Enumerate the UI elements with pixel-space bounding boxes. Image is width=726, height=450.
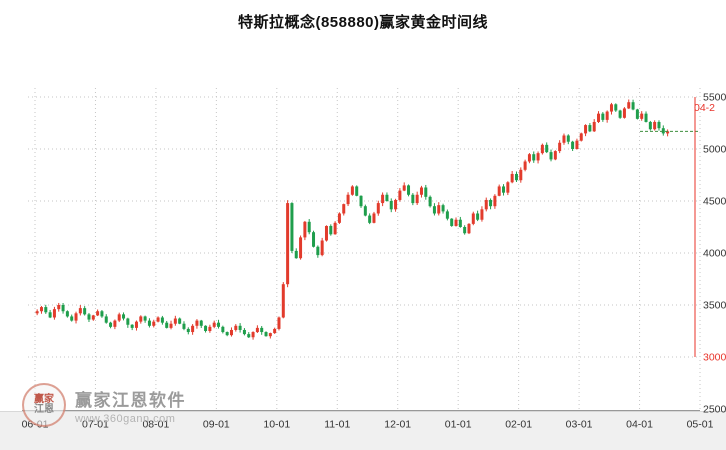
svg-text:4500: 4500 — [703, 196, 726, 208]
svg-text:5500: 5500 — [703, 92, 726, 104]
watermark-brand: 赢家江恩软件 — [75, 390, 186, 410]
watermark-url: www.360gann.com — [75, 412, 176, 425]
svg-text:4000: 4000 — [703, 248, 726, 260]
svg-text:08-01: 08-01 — [142, 419, 169, 431]
svg-text:02-01: 02-01 — [505, 419, 532, 431]
svg-text:05-01: 05-01 — [687, 419, 714, 431]
svg-text:03-01: 03-01 — [566, 419, 593, 431]
svg-text:09-01: 09-01 — [203, 419, 230, 431]
x-axis-strip — [0, 411, 726, 450]
svg-text:3000: 3000 — [703, 352, 726, 364]
svg-text:3500: 3500 — [703, 300, 726, 312]
svg-text:2500: 2500 — [703, 404, 726, 416]
logo-text-bottom: 江恩 — [34, 404, 54, 415]
watermark-text: 赢家江恩软件 www.360gann.com — [75, 386, 186, 425]
watermark: 赢家 江恩 赢家江恩软件 www.360gann.com — [22, 383, 186, 427]
svg-text:5000: 5000 — [703, 144, 726, 156]
logo-text-top: 赢家 — [34, 393, 54, 405]
page-title: 特斯拉概念(858880)赢家黄金时间线 — [237, 14, 489, 31]
svg-text:04-01: 04-01 — [626, 419, 653, 431]
svg-text:07-01: 07-01 — [82, 419, 109, 431]
watermark-logo-icon: 赢家 江恩 — [22, 383, 66, 427]
svg-text:01-01: 01-01 — [445, 419, 472, 431]
svg-text:10-01: 10-01 — [263, 419, 290, 431]
svg-text:12-01: 12-01 — [384, 419, 411, 431]
svg-text:11-01: 11-01 — [324, 419, 350, 431]
svg-text:04-2: 04-2 — [694, 102, 715, 114]
